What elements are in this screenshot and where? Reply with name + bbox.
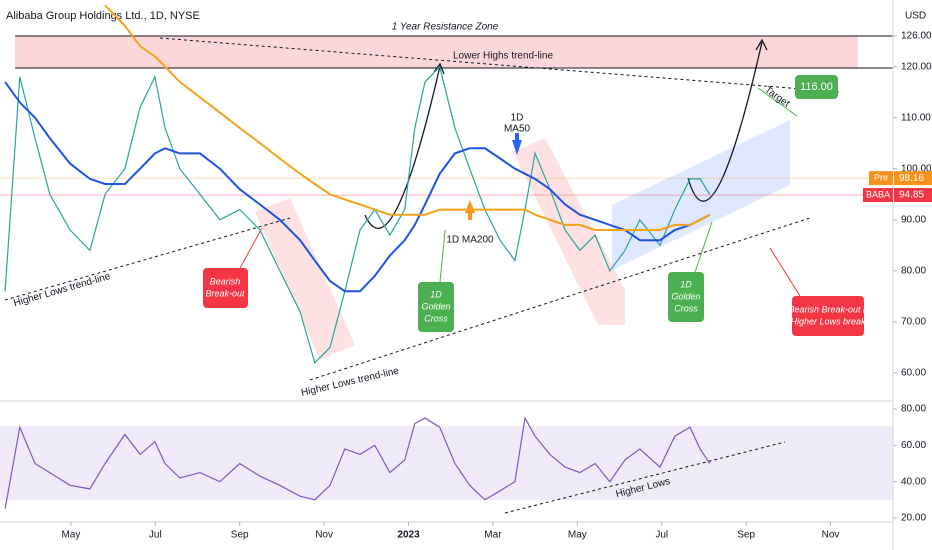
- y-tick-label: 80.00: [901, 404, 926, 415]
- callout-box: [792, 296, 864, 336]
- price-tag: [863, 188, 893, 203]
- arrow-head: [433, 62, 445, 75]
- x-tick-label: Sep: [231, 530, 249, 541]
- annotation: 1D: [680, 279, 692, 289]
- y-tick-label: 126.00: [901, 31, 932, 42]
- callout-pointer: [769, 247, 801, 297]
- price-tag-value: 94.85: [899, 190, 924, 201]
- annotation: Higher Lows trend-line: [12, 271, 112, 309]
- annotation: MA50: [504, 124, 531, 135]
- chart-title: Alibaba Group Holdings Ltd., 1D, NYSE: [6, 10, 200, 22]
- target-box: [795, 75, 838, 100]
- annotation: Higher Lows break: [790, 316, 866, 326]
- trend-line: [504, 441, 786, 514]
- annotation: 1 Year Resistance Zone: [392, 22, 499, 33]
- rsi-band: [0, 426, 893, 500]
- currency: USD: [905, 11, 926, 22]
- annotation: Cross: [424, 313, 448, 323]
- x-tick-label: Nov: [315, 530, 333, 541]
- annotation: Golden: [421, 301, 450, 311]
- price-tag: [894, 188, 932, 203]
- annotation: 1D: [430, 289, 442, 299]
- x-tick-label: Mar: [484, 530, 502, 541]
- drawings: [0, 0, 894, 550]
- target-pointer: [757, 87, 798, 117]
- projection-curve: [364, 65, 441, 229]
- x-tick-label: Jul: [655, 530, 668, 541]
- callout-pointer: [694, 221, 713, 273]
- annotation: Break-out: [205, 288, 245, 298]
- annotation: Golden: [671, 291, 700, 301]
- x-tick-label: Jul: [149, 530, 162, 541]
- y-tick-label: 60.00: [901, 368, 926, 379]
- x-tick-label: May: [568, 530, 587, 541]
- x-tick-label: 2023: [397, 530, 420, 541]
- annotation: Higher Lows trend-line: [300, 365, 400, 398]
- channel: [255, 198, 355, 360]
- price-tag-name: BABA: [866, 189, 890, 199]
- price-tag-name: Pre: [874, 172, 888, 182]
- callout-pointer: [239, 227, 263, 269]
- price-tag: [894, 171, 932, 186]
- x-tick-label: Nov: [822, 530, 840, 541]
- annotation: Cross: [674, 303, 698, 313]
- annotation: Bearish: [210, 276, 241, 286]
- arrow-head: [755, 38, 768, 51]
- series-line: [4, 81, 711, 293]
- ma200-arrow: [468, 212, 472, 220]
- series-line: [4, 65, 711, 364]
- ma50-arrow: [512, 140, 522, 155]
- annotation: 1D MA200: [446, 235, 494, 246]
- price-tag-value: 98.16: [899, 173, 924, 184]
- series-line: [4, 416, 711, 510]
- x-tick-label: May: [61, 530, 80, 541]
- target-label: 116.00: [800, 81, 833, 93]
- callout-box: [203, 268, 248, 308]
- y-tick-label: 90.00: [901, 214, 926, 225]
- annotation: Bearish Break-out if: [788, 304, 869, 314]
- y-tick-label: 80.00: [901, 265, 926, 276]
- ma50-arrow: [515, 133, 519, 141]
- y-tick-label: 20.00: [901, 513, 926, 524]
- resistance-zone: [15, 36, 858, 68]
- callout-box: [418, 282, 454, 332]
- x-tick-label: Sep: [737, 530, 755, 541]
- y-tick-label: 70.00: [901, 317, 926, 328]
- series-line: [104, 4, 711, 231]
- annotation: Lower Highs trend-line: [453, 51, 553, 62]
- projection-curve: [687, 41, 763, 202]
- callout-box: [668, 272, 704, 322]
- price-tag: [869, 171, 893, 186]
- annotation: Target: [762, 85, 791, 110]
- annotation: 1D: [511, 113, 524, 124]
- y-tick-label: 100.00: [901, 163, 932, 174]
- y-tick-label: 110.00: [901, 112, 931, 123]
- y-tick-label: 40.00: [901, 476, 926, 487]
- callout-pointer: [439, 229, 446, 283]
- trend-line: [4, 217, 291, 301]
- ma200-arrow: [465, 200, 475, 213]
- y-tick-label: 60.00: [901, 440, 926, 451]
- y-tick-label: 120.00: [901, 61, 932, 72]
- channel: [513, 138, 625, 325]
